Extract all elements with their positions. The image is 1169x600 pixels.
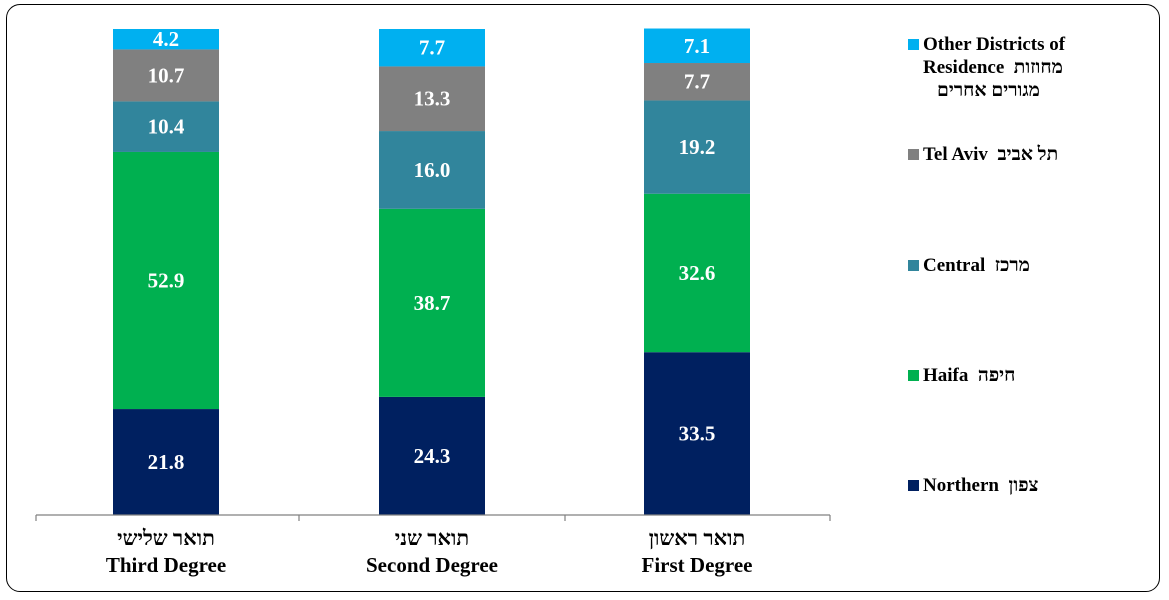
bar-segment-tel-aviv [644,63,750,101]
legend-label-hebrew: מחוזות [1013,57,1063,78]
legend-text: Haifa חיפה [923,364,1015,387]
bar-segment-central [113,101,219,152]
legend-label-english: Residence [923,57,1005,78]
legend-line: Tel Aviv תל אביב [923,143,1058,166]
data-label: 19.2 [679,135,716,159]
legend-swatch [908,39,919,50]
legend-label-english: Other Districts of [923,34,1066,55]
category-label: תואר שלישי Third Degree [66,525,266,579]
legend-line: Other Districts of [923,33,1065,56]
legend-label-english: Haifa [923,365,969,386]
bar-segment-haifa [379,208,485,397]
bar-segment-other-districts-of-residence [379,29,485,67]
legend-line: Northern צפון [923,474,1038,497]
data-label: 10.7 [148,63,185,87]
legend-text: Central מרכז [923,254,1030,277]
legend-line: Haifa חיפה [923,364,1015,387]
legend-line: Residence מחוזות [923,56,1065,79]
legend-swatch [908,480,919,491]
data-label: 24.3 [414,444,451,468]
bar-segment-other-districts-of-residence [644,28,750,64]
legend-label-hebrew: מגורים אחרים [937,80,1040,101]
legend-label-hebrew: מרכז [994,255,1030,276]
bar-segment-northern [379,396,485,515]
data-label: 16.0 [414,158,451,182]
category-label-hebrew: תואר שלישי [117,526,215,550]
bar-segment-northern [113,409,219,515]
data-label: 13.3 [414,87,451,111]
legend-text: Tel Aviv תל אביב [923,143,1058,166]
legend-label-english: Central [923,255,986,276]
legend-text: Other Districts of Residence מחוזות מגורים… [923,33,1065,102]
category-label-english: Third Degree [105,553,227,577]
data-label: 10.4 [148,115,185,139]
data-label: 38.7 [414,291,451,315]
legend-label-hebrew: תל אביב [997,144,1059,165]
legend-label-english: Tel Aviv [923,144,988,165]
bar-segment-haifa [113,151,219,410]
bar-segment-central [644,100,750,194]
data-label: 33.5 [679,422,716,446]
bar-segment-other-districts-of-residence [113,29,219,50]
legend-line: Central מרכז [923,254,1030,277]
legend-line: מגורים אחרים [923,79,1065,102]
legend-label-english: Northern [923,475,999,496]
data-label: 21.8 [148,450,185,474]
data-label: 4.2 [153,27,179,51]
bar-segment-tel-aviv [379,66,485,132]
bar-segment-northern [644,352,750,515]
legend-text: Northern צפון [923,474,1038,497]
legend-swatch [908,260,919,271]
legend-swatch [908,149,919,160]
legend-label-hebrew: חיפה [977,365,1016,386]
data-label: 7.7 [684,70,710,94]
legend-swatch [908,370,919,381]
category-label: תואר שני Second Degree [332,525,532,579]
category-label-english: First Degree [641,553,753,577]
category-label-hebrew: תואר ראשון [648,526,746,550]
data-label: 32.6 [679,261,716,285]
category-label-english: Second Degree [366,553,498,577]
data-label: 7.7 [419,36,445,60]
bar-segment-tel-aviv [113,49,219,102]
data-label: 7.1 [684,34,710,58]
bar-segment-haifa [644,193,750,353]
category-label: תואר ראשון First Degree [597,525,797,579]
chart-frame [6,4,1160,592]
category-label-hebrew: תואר שני [394,526,470,550]
legend-label-hebrew: צפון [1008,475,1039,496]
bar-segment-central [379,131,485,209]
data-label: 52.9 [148,269,185,293]
